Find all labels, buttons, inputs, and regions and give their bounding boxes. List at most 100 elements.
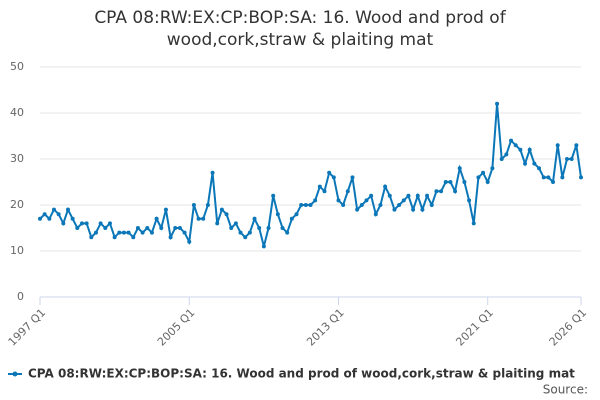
point [219,207,224,212]
point [215,221,220,226]
y-tick-label: 50 [10,60,24,73]
point [355,207,360,212]
point [420,207,425,212]
point [243,235,248,240]
point [299,203,304,207]
point [509,138,514,143]
point [285,230,290,235]
point [373,212,378,217]
point [434,189,439,194]
point [565,157,570,161]
legend-marker [12,371,18,377]
point [93,230,98,235]
point [313,198,318,203]
point [205,203,210,207]
point [541,175,546,180]
point [280,226,285,230]
point [555,143,560,148]
point [359,203,364,207]
point [485,180,490,184]
point [38,216,42,221]
point [327,170,332,175]
point [47,216,52,221]
point [42,212,47,217]
point [429,203,434,207]
point [103,226,108,230]
chart-title: wood,cork,straw & plaiting mat [167,30,434,50]
point [457,166,462,171]
point [233,221,238,226]
point [401,198,406,203]
point [210,170,215,175]
point [387,193,392,198]
point [89,235,94,240]
point [84,221,89,226]
point [257,226,262,230]
point [467,198,472,203]
point [126,230,131,235]
point [289,216,294,221]
point [462,180,467,184]
y-tick-label: 20 [10,198,24,211]
point [70,216,75,221]
point [448,180,453,184]
x-tick-label: 2013 Q1 [304,306,347,349]
point [140,230,145,235]
point [504,152,509,157]
point [61,221,66,226]
point [345,189,350,194]
point [163,207,168,212]
point [229,226,234,230]
y-tick-label: 30 [10,152,24,165]
point [294,212,299,217]
point [149,230,154,235]
point [187,239,192,244]
point [317,184,322,189]
point [551,180,556,184]
point [513,143,518,148]
y-tick-label: 0 [17,290,24,303]
point [238,230,243,235]
point [322,189,327,194]
point [303,203,308,207]
point [252,216,257,221]
point [537,166,542,171]
point [51,207,56,212]
point [308,203,313,207]
point [392,207,397,212]
point [476,175,481,180]
point [266,226,271,230]
point [173,226,178,230]
point [331,175,336,180]
point [159,226,164,230]
point [481,170,486,175]
point [406,193,411,198]
point [341,203,346,207]
point [397,203,402,207]
point [75,226,80,230]
point [247,230,252,235]
point [383,184,388,189]
point [499,157,504,161]
x-tick-label: 1997 Q1 [6,306,49,349]
point [98,221,103,226]
x-tick-label: 2021 Q1 [453,306,496,349]
point [453,189,458,194]
point [336,198,341,203]
point [523,161,528,166]
point [56,212,61,217]
point [271,193,276,198]
point [369,193,374,198]
point [145,226,150,230]
point [79,221,84,226]
point [527,147,532,152]
point [546,175,551,180]
source: Source: [543,383,588,397]
point [350,175,355,180]
point [411,207,416,212]
chart-title: CPA 08:RW:EX:CP:BOP:SA: 16. Wood and pro… [94,8,506,28]
point [364,198,369,203]
point [532,161,537,166]
point [471,221,476,226]
x-tick-label: 2026 Q1 [547,306,590,349]
